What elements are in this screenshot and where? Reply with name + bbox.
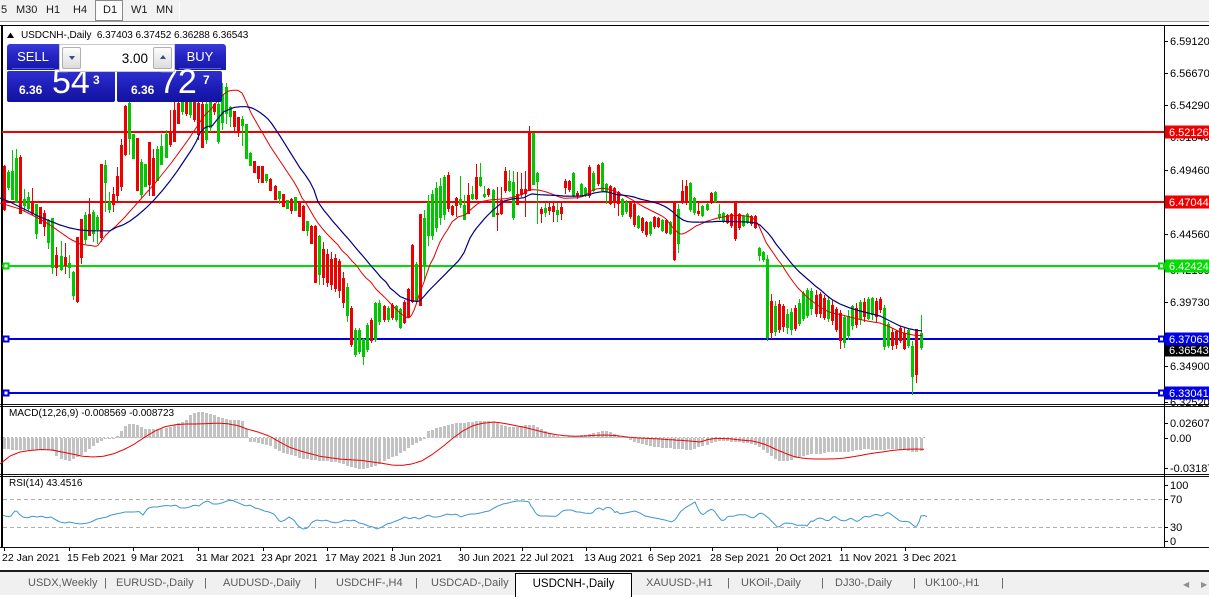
svg-text:6.37063: 6.37063 bbox=[1169, 334, 1209, 346]
svg-text:22 Jan 2021: 22 Jan 2021 bbox=[2, 552, 60, 564]
svg-text:RSI(14) 43.4516: RSI(14) 43.4516 bbox=[9, 478, 83, 489]
svg-text:9 Mar 2021: 9 Mar 2021 bbox=[131, 552, 184, 564]
svg-text:31 Mar 2021: 31 Mar 2021 bbox=[196, 552, 255, 564]
svg-text:0.00: 0.00 bbox=[1170, 433, 1191, 445]
svg-text:3 Dec 2021: 3 Dec 2021 bbox=[903, 552, 957, 564]
svg-text:6.42424: 6.42424 bbox=[1169, 261, 1209, 273]
svg-text:6.54290: 6.54290 bbox=[1170, 100, 1209, 112]
svg-text:23 Apr 2021: 23 Apr 2021 bbox=[261, 552, 318, 564]
svg-text:30: 30 bbox=[1170, 522, 1182, 534]
svg-text:15 Feb 2021: 15 Feb 2021 bbox=[67, 552, 126, 564]
svg-text:6.47044: 6.47044 bbox=[1169, 197, 1209, 209]
svg-text:70: 70 bbox=[1170, 494, 1182, 506]
svg-text:6.34900: 6.34900 bbox=[1170, 361, 1209, 373]
svg-text:8 Jun 2021: 8 Jun 2021 bbox=[390, 552, 442, 564]
svg-text:6.59120: 6.59120 bbox=[1170, 36, 1209, 48]
svg-text:22 Jul 2021: 22 Jul 2021 bbox=[520, 552, 574, 564]
svg-text:6.49460: 6.49460 bbox=[1170, 165, 1209, 177]
svg-text:-0.031872: -0.031872 bbox=[1170, 463, 1209, 475]
svg-text:13 Aug 2021: 13 Aug 2021 bbox=[584, 552, 643, 564]
svg-text:6.39730: 6.39730 bbox=[1170, 297, 1209, 309]
svg-text:30 Jun 2021: 30 Jun 2021 bbox=[458, 552, 516, 564]
svg-text:6 Sep 2021: 6 Sep 2021 bbox=[648, 552, 702, 564]
svg-text:0.02607: 0.02607 bbox=[1170, 418, 1209, 430]
svg-text:MACD(12,26,9) -0.008569 -0.008: MACD(12,26,9) -0.008569 -0.008723 bbox=[9, 408, 175, 419]
svg-text:100: 100 bbox=[1170, 480, 1188, 492]
svg-text:17 May 2021: 17 May 2021 bbox=[325, 552, 386, 564]
svg-text:6.56670: 6.56670 bbox=[1170, 68, 1209, 80]
svg-text:6.44560: 6.44560 bbox=[1170, 229, 1209, 241]
svg-text:0: 0 bbox=[1170, 536, 1176, 548]
svg-text:11 Nov 2021: 11 Nov 2021 bbox=[839, 552, 898, 564]
svg-text:USDCNH-,Daily 6.37403 6.37452: USDCNH-,Daily 6.37403 6.37452 6.36288 6.… bbox=[21, 30, 249, 41]
svg-text:28 Sep 2021: 28 Sep 2021 bbox=[710, 552, 770, 564]
svg-text:20 Oct 2021: 20 Oct 2021 bbox=[775, 552, 832, 564]
svg-text:6.33041: 6.33041 bbox=[1169, 388, 1209, 400]
svg-text:6.32520: 6.32520 bbox=[1170, 397, 1209, 409]
svg-text:6.52126: 6.52126 bbox=[1169, 127, 1209, 139]
svg-text:6.36543: 6.36543 bbox=[1169, 345, 1209, 357]
